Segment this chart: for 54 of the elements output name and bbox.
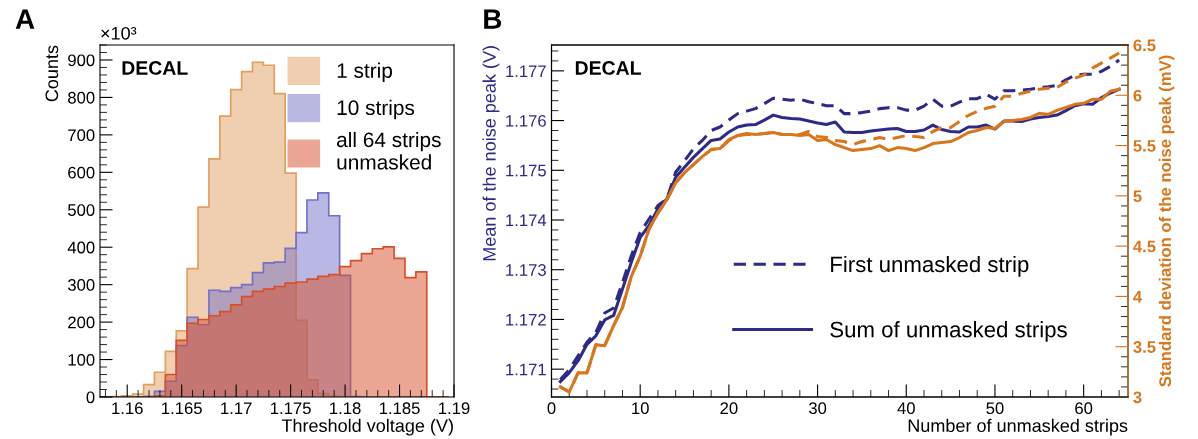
x-tick-label: 0 <box>547 402 556 415</box>
y-tick-label: 200 <box>68 316 95 329</box>
x-tick-label: 1.165 <box>162 402 202 415</box>
y2-tick-label: 4.5 <box>1133 240 1156 253</box>
text: ×10³ <box>101 26 137 40</box>
text: B <box>484 9 502 29</box>
x-tick-label: 40 <box>897 402 915 415</box>
y2-tick-label: 5.5 <box>1133 140 1156 152</box>
x-tick-label: 30 <box>808 402 827 415</box>
x-tick-label: 1.19 <box>439 402 470 415</box>
y2-tick-label: 5 <box>1133 190 1142 203</box>
legend-label: First unmasked strip <box>831 255 1029 277</box>
y-tick-label: 700 <box>68 129 95 142</box>
y-tick-label: 0 <box>86 391 95 404</box>
legend-label: all 64 strips unmasked <box>337 131 441 170</box>
text: A <box>15 9 35 29</box>
x-tick-label: 1.17 <box>221 402 252 414</box>
x-tick-label: 20 <box>720 402 738 415</box>
y-tick-label: 1.171 <box>506 363 546 376</box>
x-tick-label: 10 <box>632 402 649 415</box>
legend-label: 1 strip <box>337 62 392 83</box>
y2-tick-label: 3.5 <box>1133 341 1156 353</box>
annotation: DECAL <box>122 61 188 75</box>
y-axis-title: Mean of the noise peak (V) <box>482 46 500 261</box>
x-tick-label: 1.185 <box>379 402 420 415</box>
x-axis-title: Threshold voltage (V) <box>281 418 453 436</box>
y-tick-label: 500 <box>68 204 95 216</box>
y-tick-label: 600 <box>68 166 95 179</box>
x-tick-label: 60 <box>1075 402 1093 415</box>
x-axis-title: Number of unmasked strips <box>908 418 1128 436</box>
y-tick-label: 1.176 <box>506 114 546 127</box>
y-tick-label: 1.172 <box>506 313 546 326</box>
x-tick-label: 1.175 <box>271 402 311 415</box>
y-tick-label: 1.173 <box>506 264 546 276</box>
y2-tick-label: 3 <box>1133 391 1142 404</box>
y-tick-label: 900 <box>68 54 95 67</box>
x-tick-label: 1.16 <box>112 402 143 415</box>
x-tick-label: 1.18 <box>330 402 361 415</box>
y-tick-label: 1.177 <box>506 65 546 77</box>
y2-tick-label: 6.5 <box>1133 39 1156 52</box>
y-tick-label: 400 <box>67 241 95 254</box>
legend-label: 10 strips <box>337 99 415 120</box>
y-axis-title: Counts <box>45 45 59 102</box>
annotation: DECAL <box>575 61 641 75</box>
y-tick-label: 800 <box>68 91 95 104</box>
y2-tick-label: 6 <box>1133 89 1142 102</box>
x-tick-label: 50 <box>986 402 1004 415</box>
y-tick-label: 100 <box>68 353 95 366</box>
y-tick-label: 1.174 <box>506 214 547 227</box>
y2-tick-label: 4 <box>1133 291 1143 303</box>
y-tick-label: 1.175 <box>506 164 546 177</box>
legend-label: Sum of unmasked strips <box>830 321 1067 342</box>
y-tick-label: 300 <box>67 279 95 291</box>
y2-axis-title: Standard deviation of the noise peak (mV) <box>1158 55 1175 387</box>
